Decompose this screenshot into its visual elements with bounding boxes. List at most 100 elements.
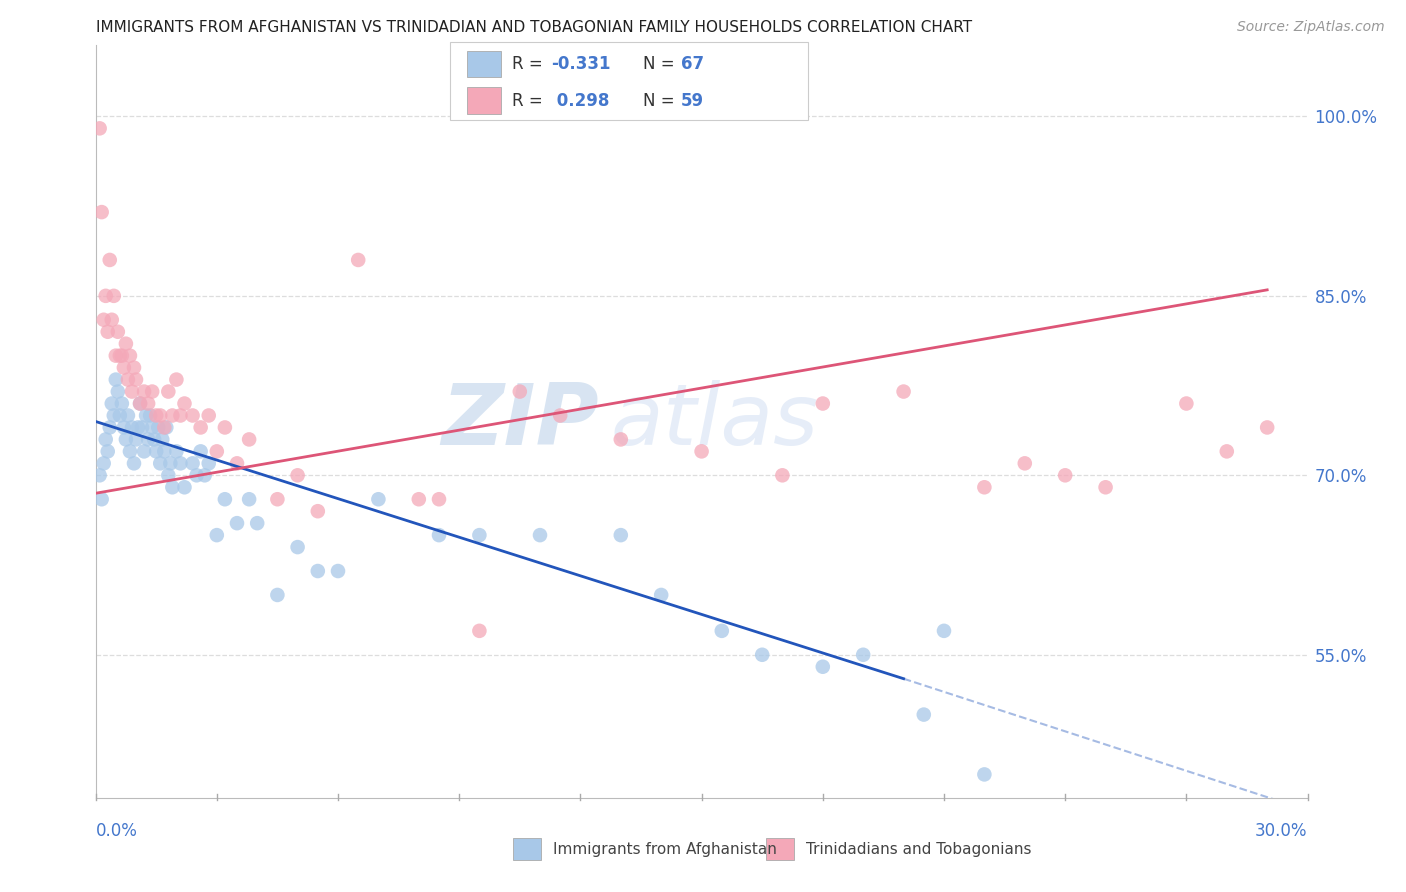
Point <box>93 456 115 470</box>
Point <box>1014 456 1036 470</box>
Point <box>427 528 450 542</box>
Point <box>129 396 152 410</box>
Point <box>169 456 191 470</box>
Point <box>141 384 163 399</box>
Point <box>326 564 349 578</box>
Point <box>173 396 195 410</box>
Text: 0.298: 0.298 <box>551 92 610 110</box>
Point <box>117 409 139 423</box>
Point <box>1094 480 1116 494</box>
Point <box>650 588 672 602</box>
Point <box>131 420 153 434</box>
Point <box>157 384 180 399</box>
Point <box>125 433 148 447</box>
Point <box>155 420 177 434</box>
Point <box>468 528 491 542</box>
Point <box>145 444 167 458</box>
Point <box>90 492 112 507</box>
Point <box>529 528 551 542</box>
Point <box>973 767 995 781</box>
Point <box>181 456 204 470</box>
Point <box>121 384 143 399</box>
Point <box>149 456 172 470</box>
Point <box>1256 420 1278 434</box>
Point <box>132 384 155 399</box>
Point <box>169 409 191 423</box>
Point <box>205 528 228 542</box>
Point <box>852 648 875 662</box>
Point <box>97 325 120 339</box>
Point <box>141 420 163 434</box>
Point <box>162 480 184 494</box>
Text: R =: R = <box>512 55 548 73</box>
Point <box>197 409 219 423</box>
Text: 59: 59 <box>681 92 703 110</box>
Text: 67: 67 <box>681 55 703 73</box>
Point <box>150 433 173 447</box>
Point <box>307 564 329 578</box>
Point <box>427 492 450 507</box>
Point <box>893 384 915 399</box>
Point <box>122 360 145 375</box>
Point <box>246 516 269 531</box>
Point <box>610 528 633 542</box>
Point <box>1054 468 1077 483</box>
Point <box>238 492 260 507</box>
Text: Source: ZipAtlas.com: Source: ZipAtlas.com <box>1237 20 1385 34</box>
Point <box>509 384 531 399</box>
Point <box>159 456 181 470</box>
Point <box>932 624 955 638</box>
Text: N =: N = <box>643 92 679 110</box>
Point <box>912 707 935 722</box>
Point <box>287 468 309 483</box>
Text: Trinidadians and Tobagonians: Trinidadians and Tobagonians <box>806 842 1031 856</box>
Point <box>157 468 180 483</box>
Point <box>153 444 176 458</box>
Text: N =: N = <box>643 55 679 73</box>
Point <box>197 456 219 470</box>
Point <box>1175 396 1198 410</box>
Point <box>266 492 288 507</box>
Point <box>100 312 122 326</box>
Point <box>89 468 111 483</box>
Point <box>408 492 430 507</box>
Point <box>190 444 212 458</box>
Point <box>347 252 370 267</box>
Text: -0.331: -0.331 <box>551 55 610 73</box>
Point <box>112 420 135 434</box>
Point <box>149 409 172 423</box>
Point <box>367 492 389 507</box>
Point <box>165 373 187 387</box>
Point <box>111 349 134 363</box>
Point <box>214 492 236 507</box>
Point <box>162 409 184 423</box>
Point <box>97 444 120 458</box>
Point <box>121 420 143 434</box>
Text: ZIP: ZIP <box>441 380 599 463</box>
Point <box>115 433 138 447</box>
Point <box>143 433 166 447</box>
Point <box>1216 444 1239 458</box>
Point <box>98 420 121 434</box>
Point <box>214 420 236 434</box>
Point <box>610 433 633 447</box>
Point <box>104 349 127 363</box>
Point <box>111 396 134 410</box>
Point <box>90 205 112 219</box>
Point <box>89 121 111 136</box>
Point <box>266 588 288 602</box>
Point <box>115 336 138 351</box>
Point <box>186 468 208 483</box>
Point <box>690 444 713 458</box>
Point <box>132 444 155 458</box>
Point <box>770 468 793 483</box>
Text: atlas: atlas <box>610 380 818 463</box>
Point <box>118 444 141 458</box>
Point <box>108 349 131 363</box>
Point <box>127 420 149 434</box>
Point <box>287 540 309 554</box>
Point <box>94 289 117 303</box>
Point <box>136 433 159 447</box>
Point <box>811 396 834 410</box>
Text: 0.0%: 0.0% <box>96 822 138 840</box>
